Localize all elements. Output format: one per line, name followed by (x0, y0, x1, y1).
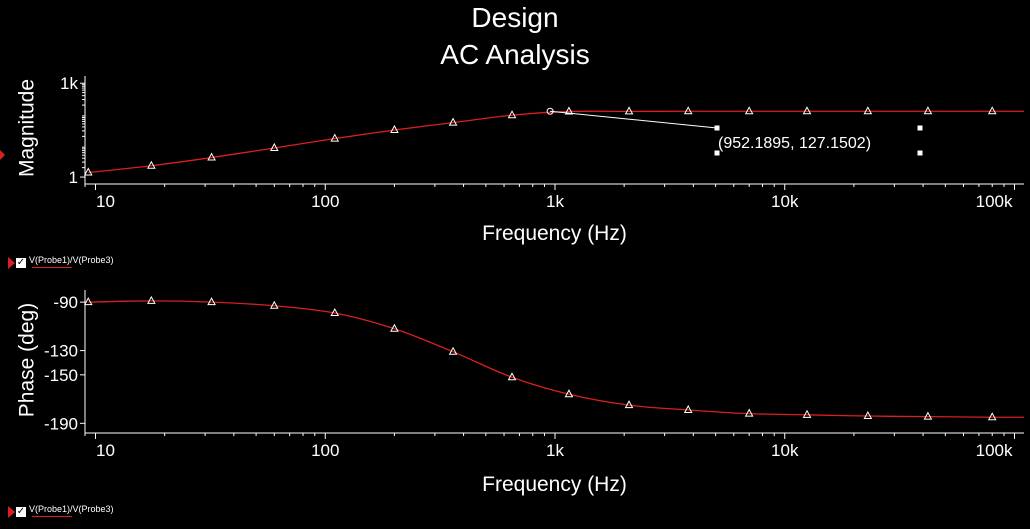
data-point-marker (390, 323, 399, 332)
data-point-marker (744, 106, 754, 115)
x-tick-label: 100 (311, 441, 339, 460)
data-point-marker (683, 106, 693, 115)
data-point-marker (507, 372, 517, 381)
cursor-readout-label: (952.1895, 127.1502) (718, 135, 871, 152)
data-point-marker (330, 307, 340, 317)
x-axis-label: Frequency (Hz) (482, 473, 627, 496)
data-point-marker (507, 110, 517, 119)
data-point-marker (207, 152, 216, 161)
x-tick-label: 100k (976, 441, 1013, 460)
legend-arrow-icon (8, 506, 15, 518)
cursor-label-handle (917, 150, 923, 156)
legend-arrow-icon (8, 257, 15, 269)
data-point-marker (269, 142, 279, 151)
y-tick-label: -130 (44, 342, 78, 361)
y-tick-label: -190 (44, 414, 78, 433)
legend-label: V(Probe1)/V(Probe3) (29, 255, 114, 265)
x-tick-label: 10k (771, 441, 799, 460)
data-point-marker (564, 389, 574, 398)
data-point-marker (624, 400, 634, 409)
x-axis-label: Frequency (Hz) (482, 222, 627, 245)
cursor-edge-marker (0, 150, 5, 160)
legend-swatch (32, 267, 72, 268)
data-point-marker (802, 409, 812, 418)
x-tick-label: 1k (546, 441, 564, 460)
data-point-marker (390, 124, 399, 133)
data-point-marker (923, 106, 933, 115)
x-tick-label: 10 (96, 441, 115, 460)
y-axis-label: Phase (deg) (16, 303, 39, 417)
series-line (88, 300, 1025, 418)
x-tick-label: 100 (311, 192, 339, 211)
data-point-marker (624, 106, 634, 115)
data-point-marker (564, 106, 574, 115)
legend-label: V(Probe1)/V(Probe3) (29, 504, 114, 514)
data-point-marker (448, 346, 458, 355)
x-tick-label: 10k (771, 192, 799, 211)
data-point-marker (448, 117, 458, 126)
legend-magnitude[interactable]: ✓ V(Probe1)/V(Probe3) (8, 255, 114, 270)
cursor-label-handle (714, 150, 720, 156)
legend-checkbox-icon[interactable]: ✓ (16, 506, 26, 517)
series-line (88, 110, 1024, 174)
y-axis-label: Magnitude (16, 79, 39, 177)
x-tick-label: 1k (546, 192, 564, 211)
data-point-marker (269, 300, 279, 309)
data-point-marker (863, 106, 873, 115)
chart-title-ac-analysis: AC Analysis (440, 39, 590, 70)
cursor-leader-line (550, 110, 718, 129)
data-point-marker (987, 106, 997, 115)
data-point-marker (207, 297, 216, 306)
data-point-marker (83, 167, 93, 176)
x-tick-label: 10 (96, 192, 115, 211)
data-point-marker (802, 106, 812, 115)
data-point-marker (147, 295, 156, 304)
y-tick-label: 1 (69, 168, 78, 187)
data-point-marker (83, 297, 93, 306)
x-tick-label: 100k (976, 192, 1013, 211)
data-point-marker (330, 133, 340, 142)
data-point-marker (683, 404, 693, 413)
cursor-label-handle (714, 125, 720, 131)
legend-swatch (32, 516, 72, 517)
data-point-marker (987, 412, 997, 421)
data-point-marker (923, 411, 933, 420)
chart-title-design: Design (471, 2, 559, 33)
y-tick-label: -90 (53, 293, 78, 312)
legend-phase[interactable]: ✓ V(Probe1)/V(Probe3) (8, 504, 114, 519)
data-point-marker (147, 160, 156, 169)
data-point-marker (863, 410, 873, 420)
y-tick-label: 1k (60, 74, 78, 93)
cursor-label-handle (917, 125, 923, 131)
data-point-marker (744, 408, 754, 417)
y-tick-label: -150 (44, 366, 78, 385)
legend-checkbox-icon[interactable]: ✓ (16, 257, 26, 268)
